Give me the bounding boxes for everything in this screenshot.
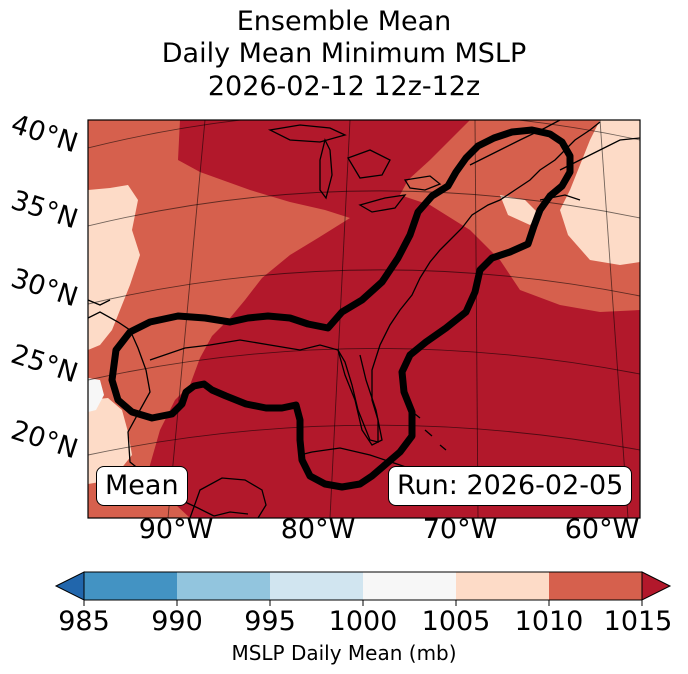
colorbar-label-1005: 1005	[421, 606, 491, 637]
colorbar-bin-985-990	[84, 572, 177, 600]
colorbar-bin-1000-1005	[363, 572, 456, 600]
ensemble-contour	[108, 126, 574, 491]
coast-yucatan	[189, 477, 267, 518]
coast-central-america	[213, 511, 249, 517]
colorbar-label-995: 995	[244, 606, 296, 637]
lon-label-80: 80°W	[280, 514, 356, 545]
coast-florida	[337, 349, 383, 446]
colorbar-title: MSLP Daily Mean (mb)	[231, 641, 457, 665]
coastlines	[88, 120, 640, 518]
colorbar-label-1015: 1015	[603, 606, 673, 637]
great-lake-superior	[267, 124, 347, 143]
colorbar-label-1000: 1000	[328, 606, 398, 637]
title-line-3: 2026-02-12 12z-12z	[207, 71, 481, 102]
colorbar-label-1010: 1010	[514, 606, 584, 637]
colorbar-extend-over	[641, 571, 672, 601]
map-frame	[87, 119, 641, 519]
field-1005-1010-west	[88, 185, 140, 350]
colorbar	[54, 571, 672, 606]
badge-run-date: Run: 2026-02-05	[388, 466, 633, 506]
field-1005-1010-northeast	[560, 120, 640, 265]
grid-lat-20	[88, 424, 640, 456]
coast-hudson-st-lawrence	[469, 120, 561, 166]
colorbar-extend-under	[54, 571, 85, 601]
lon-label-70: 70°W	[422, 514, 498, 545]
colorbar-bin-1010-1015	[549, 572, 642, 600]
colorbar-label-990: 990	[151, 606, 203, 637]
title-line-1: Ensemble Mean	[236, 6, 452, 37]
field-1000-1005-west	[88, 378, 104, 412]
title-line-2: Daily Mean Minimum MSLP	[161, 38, 527, 69]
badge-mean: Mean	[96, 466, 188, 506]
grid-lon-60	[599, 120, 629, 518]
lon-label-60: 60°W	[564, 514, 640, 545]
grid-lon-70	[474, 120, 479, 518]
coast-gulf-north	[149, 121, 601, 443]
mslp-field	[88, 120, 640, 518]
colorbar-bin-1005-1010	[456, 572, 549, 600]
colorbar-bin-995-1000	[270, 572, 363, 600]
field-1005-1010-ne2	[500, 195, 540, 225]
colorbar-label-985: 985	[58, 606, 110, 637]
field-1005-1010-southwest	[88, 398, 132, 484]
colorbar-bin-990-995	[177, 572, 270, 600]
grid-lat-25	[88, 347, 640, 381]
great-lake-erie	[358, 194, 407, 213]
grid-lat-40	[88, 120, 640, 149]
lon-label-90: 90°W	[138, 514, 214, 545]
great-lake-ontario	[403, 175, 442, 191]
coast-mexico	[88, 299, 111, 306]
grid-lat-35	[88, 190, 640, 227]
grid-lat-30	[88, 269, 640, 305]
great-lake-huron	[347, 149, 391, 179]
